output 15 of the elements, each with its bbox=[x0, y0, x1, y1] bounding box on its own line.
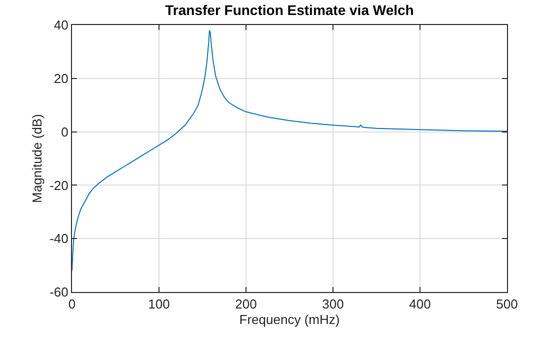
x-axis-title: Frequency (mHz) bbox=[239, 312, 340, 328]
line-series bbox=[72, 30, 507, 272]
y-tick-label: -60 bbox=[50, 284, 68, 300]
y-tick-label: 0 bbox=[61, 124, 68, 140]
y-tick-label: 40 bbox=[54, 18, 68, 33]
x-tick-label: 100 bbox=[148, 296, 170, 312]
x-tick-label: 500 bbox=[496, 296, 518, 312]
x-tick-label: 300 bbox=[322, 296, 344, 312]
y-tick-label: 20 bbox=[54, 70, 68, 86]
y-axis-title: Magnitude (dB) bbox=[30, 114, 45, 203]
chart-title: Transfer Function Estimate via Welch bbox=[165, 2, 414, 18]
x-tick-label: 200 bbox=[235, 296, 257, 312]
y-tick-label: -40 bbox=[50, 231, 68, 246]
x-tick-label: 400 bbox=[409, 296, 431, 312]
y-tick-label: -20 bbox=[50, 178, 68, 193]
